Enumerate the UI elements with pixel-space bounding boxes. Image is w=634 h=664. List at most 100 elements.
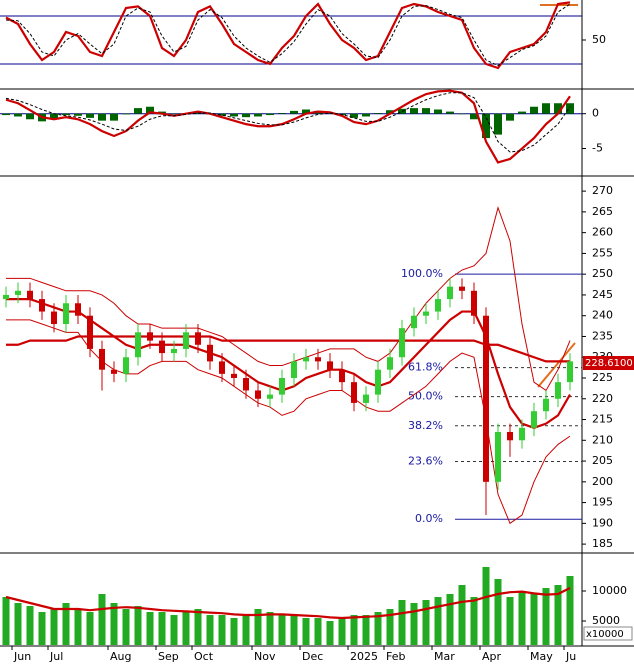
candle-body xyxy=(399,328,405,358)
candle-body xyxy=(375,369,381,395)
bar xyxy=(518,591,526,645)
fib-label: 23.6% xyxy=(408,454,443,467)
series-line xyxy=(5,92,571,153)
y-tick-label: 200 xyxy=(592,475,613,488)
bar xyxy=(302,618,310,645)
bar xyxy=(182,612,190,645)
bar xyxy=(170,113,178,115)
bar xyxy=(230,113,238,117)
bar xyxy=(470,113,478,120)
candle-body xyxy=(279,377,285,395)
candle-body xyxy=(111,369,117,374)
bar xyxy=(362,615,370,645)
bar xyxy=(134,606,142,645)
bar xyxy=(350,113,358,118)
candle-body xyxy=(507,431,513,441)
candle-body xyxy=(351,382,357,403)
bar xyxy=(398,600,406,645)
bar xyxy=(566,103,574,114)
bar xyxy=(386,110,394,114)
bar xyxy=(470,597,478,645)
y-tick-label: 215 xyxy=(592,413,613,426)
y-tick-label: 270 xyxy=(592,184,613,197)
candle-body xyxy=(327,361,333,370)
candle-body xyxy=(195,332,201,345)
series-line xyxy=(6,206,571,392)
bar xyxy=(98,113,106,121)
candle-body xyxy=(147,332,153,341)
bar xyxy=(122,113,130,115)
candle-body xyxy=(27,290,33,300)
bar xyxy=(422,108,430,114)
candle-body xyxy=(531,411,537,428)
x-tick-label: May xyxy=(530,650,553,663)
fib-label: 38.2% xyxy=(408,419,443,432)
candle-body xyxy=(303,357,309,362)
candle-body xyxy=(471,290,477,316)
bar xyxy=(158,612,166,645)
candle-body xyxy=(3,294,9,300)
candle-body xyxy=(75,303,81,316)
x-tick-label: Jul xyxy=(49,650,63,663)
candle-body xyxy=(51,311,57,325)
bar xyxy=(74,609,82,645)
bar xyxy=(362,113,370,117)
y-tick-label: 205 xyxy=(592,454,613,467)
bar xyxy=(506,113,514,121)
fib-label: 61.8% xyxy=(408,361,443,374)
y-tick-label: 10000 xyxy=(592,584,627,597)
bar xyxy=(506,597,514,645)
bar xyxy=(98,594,106,645)
candle-body xyxy=(315,357,321,362)
bar xyxy=(26,606,34,645)
candle-body xyxy=(171,348,177,354)
bar xyxy=(386,609,394,645)
candle-body xyxy=(495,431,501,482)
bar xyxy=(254,113,262,117)
x-tick-label: Feb xyxy=(386,650,405,663)
bar xyxy=(374,112,382,114)
x-tick-label: Apr xyxy=(482,650,502,663)
bar xyxy=(458,113,466,115)
x-tick-label: Sep xyxy=(158,650,179,663)
bar xyxy=(206,615,214,645)
x-tick-label: Mar xyxy=(434,650,455,663)
bar xyxy=(14,603,22,645)
x-tick-label: Dec xyxy=(302,650,323,663)
y-tick-label: 50 xyxy=(592,33,606,46)
bar xyxy=(110,113,118,121)
x-tick-label: 2025 xyxy=(350,650,378,663)
candle-body xyxy=(567,361,573,383)
y-tick-label: -5 xyxy=(592,142,603,155)
bar xyxy=(110,603,118,645)
y-tick-label: 185 xyxy=(592,537,613,550)
bar xyxy=(14,113,22,117)
bar xyxy=(326,621,334,645)
candle-body xyxy=(411,315,417,329)
candle-body xyxy=(231,373,237,378)
series-line xyxy=(6,335,570,363)
bar xyxy=(494,113,502,135)
y-tick-label: 265 xyxy=(592,205,613,218)
y-tick-label: 210 xyxy=(592,433,613,446)
bar xyxy=(50,113,58,120)
bar xyxy=(482,113,490,139)
trend-line xyxy=(537,342,576,388)
y-tick-label: 195 xyxy=(592,496,613,509)
candle-body xyxy=(135,332,141,358)
series-line xyxy=(5,1,571,70)
x-tick-label: Oct xyxy=(194,650,214,663)
bar xyxy=(134,108,142,114)
unit-label: x10000 xyxy=(586,629,624,640)
candle-body xyxy=(459,286,465,291)
bar xyxy=(74,113,82,116)
bar xyxy=(62,603,70,645)
y-tick-label: 0 xyxy=(592,107,599,120)
y-tick-label: 245 xyxy=(592,288,613,301)
bar xyxy=(290,110,298,114)
bar xyxy=(542,588,550,645)
bar xyxy=(194,609,202,645)
y-tick-label: 235 xyxy=(592,329,613,342)
candle-body xyxy=(555,382,561,399)
series-line xyxy=(5,89,571,164)
